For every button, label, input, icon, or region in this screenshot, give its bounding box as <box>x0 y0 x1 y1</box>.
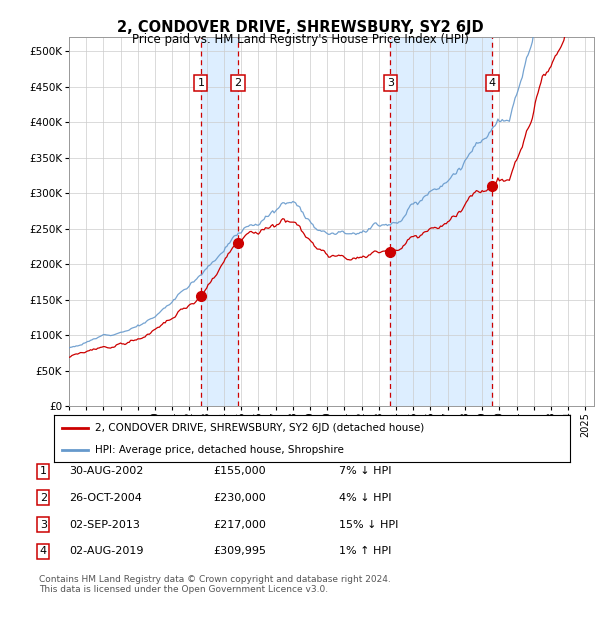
Text: 15% ↓ HPI: 15% ↓ HPI <box>339 520 398 529</box>
Text: £217,000: £217,000 <box>213 520 266 529</box>
Text: 4: 4 <box>489 78 496 88</box>
Text: 30-AUG-2002: 30-AUG-2002 <box>69 466 143 476</box>
Text: 2: 2 <box>40 493 47 503</box>
Text: Price paid vs. HM Land Registry's House Price Index (HPI): Price paid vs. HM Land Registry's House … <box>131 33 469 46</box>
Text: 7% ↓ HPI: 7% ↓ HPI <box>339 466 391 476</box>
Text: 02-AUG-2019: 02-AUG-2019 <box>69 546 143 556</box>
Text: 4% ↓ HPI: 4% ↓ HPI <box>339 493 391 503</box>
Text: £230,000: £230,000 <box>213 493 266 503</box>
Bar <box>201 37 238 406</box>
Text: 26-OCT-2004: 26-OCT-2004 <box>69 493 142 503</box>
Text: 3: 3 <box>40 520 47 529</box>
Text: 2, CONDOVER DRIVE, SHREWSBURY, SY2 6JD (detached house): 2, CONDOVER DRIVE, SHREWSBURY, SY2 6JD (… <box>95 423 425 433</box>
Text: 3: 3 <box>387 78 394 88</box>
Bar <box>391 37 492 406</box>
Text: 02-SEP-2013: 02-SEP-2013 <box>69 520 140 529</box>
Text: 2: 2 <box>235 78 242 88</box>
Text: 1% ↑ HPI: 1% ↑ HPI <box>339 546 391 556</box>
Text: HPI: Average price, detached house, Shropshire: HPI: Average price, detached house, Shro… <box>95 445 344 455</box>
Text: £309,995: £309,995 <box>213 546 266 556</box>
Text: 2, CONDOVER DRIVE, SHREWSBURY, SY2 6JD: 2, CONDOVER DRIVE, SHREWSBURY, SY2 6JD <box>116 20 484 35</box>
Text: £155,000: £155,000 <box>213 466 266 476</box>
Text: 4: 4 <box>40 546 47 556</box>
Text: 1: 1 <box>197 78 205 88</box>
Text: Contains HM Land Registry data © Crown copyright and database right 2024.
This d: Contains HM Land Registry data © Crown c… <box>39 575 391 594</box>
Text: 1: 1 <box>40 466 47 476</box>
